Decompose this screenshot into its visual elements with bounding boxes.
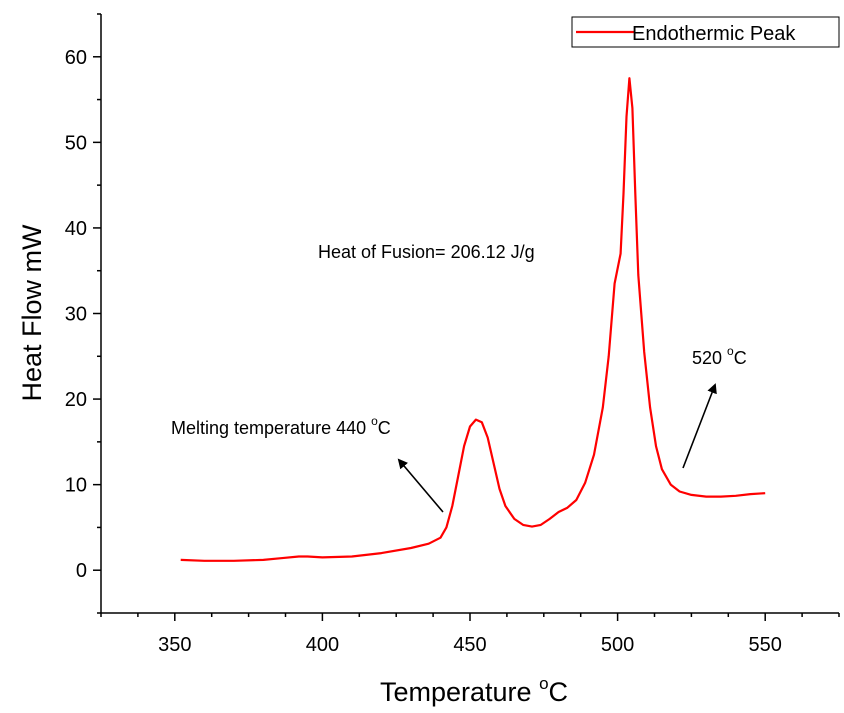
melting-arrow — [397, 458, 444, 513]
x-axis-degree: o — [539, 674, 548, 693]
legend-label: Endothermic Peak — [632, 23, 796, 45]
x-tick-label: 350 — [158, 634, 191, 656]
peak-temperature-label: 520 oC — [692, 344, 747, 368]
y-tick-label: 30 — [65, 304, 87, 326]
y-tick-label: 10 — [65, 475, 87, 497]
legend: Endothermic Peak — [571, 16, 840, 48]
x-tick-label: 500 — [601, 634, 634, 656]
melting-temperature-label: Melting temperature 440 oC — [171, 414, 391, 438]
x-tick-label: 450 — [453, 634, 486, 656]
heat-of-fusion-label: Heat of Fusion= 206.12 J/g — [318, 242, 535, 262]
ticks — [93, 13, 840, 621]
x-axis-title: Temperature oC — [380, 674, 568, 707]
y-tick-label: 60 — [65, 47, 87, 69]
y-tick-label: 0 — [76, 560, 87, 582]
series-line — [180, 77, 766, 562]
y-tick-label: 40 — [65, 218, 87, 240]
y-tick-label: 50 — [65, 132, 87, 154]
peak-arrow — [682, 383, 717, 469]
y-tick-label: 20 — [65, 389, 87, 411]
tick-labels: 350 400 450 500 550 0 10 20 30 40 50 60 — [65, 47, 782, 656]
x-tick-label: 400 — [306, 634, 339, 656]
x-tick-label: 550 — [749, 634, 782, 656]
y-axis-title: Heat Flow mW — [17, 224, 47, 402]
